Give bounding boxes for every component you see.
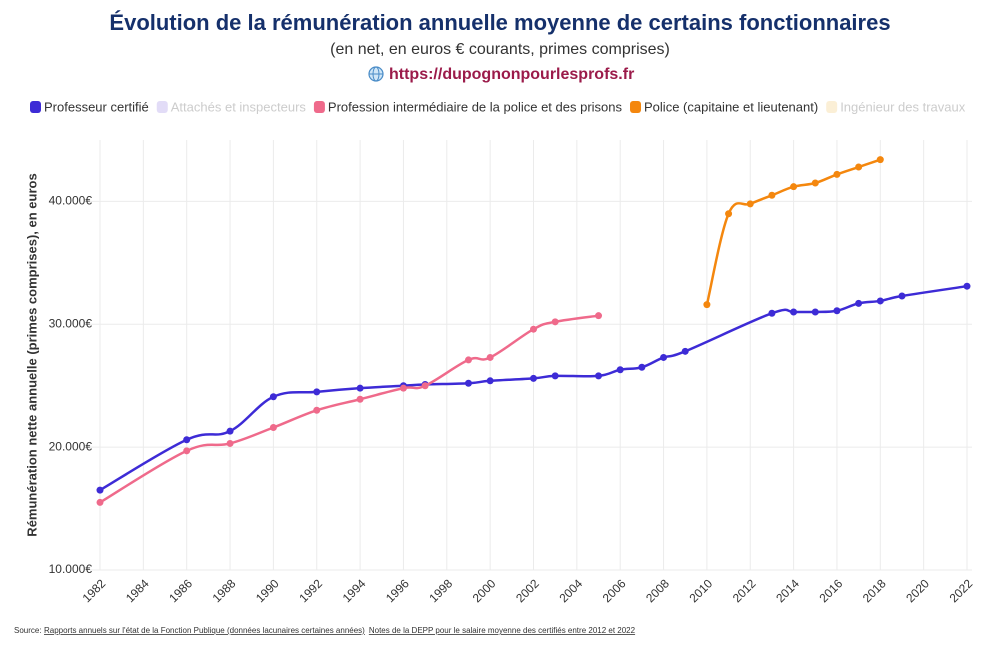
data-point — [464, 379, 472, 387]
legend-label[interactable]: Profession intermédiaire de la police et… — [328, 99, 623, 114]
x-tick-label: 1996 — [383, 576, 412, 605]
data-point — [963, 282, 971, 290]
data-point — [595, 372, 603, 380]
x-tick-label: 1992 — [296, 576, 325, 605]
legend-swatch[interactable] — [826, 101, 838, 113]
data-point — [464, 356, 472, 364]
x-tick-label: 2008 — [643, 576, 672, 605]
source-ref[interactable]: Notes de la DEPP pour le salaire moyenne… — [369, 626, 636, 635]
x-tick-label: 2010 — [686, 576, 715, 605]
data-point — [551, 318, 559, 326]
data-point — [269, 423, 277, 431]
data-point — [681, 347, 689, 355]
x-tick-label: 2000 — [470, 576, 499, 605]
data-point — [790, 183, 798, 191]
data-point — [703, 301, 711, 309]
data-point — [356, 384, 364, 392]
data-point — [660, 353, 668, 361]
x-tick-label: 2020 — [903, 576, 932, 605]
data-point — [855, 163, 863, 171]
x-tick-label: 1994 — [340, 576, 369, 605]
data-point — [638, 363, 646, 371]
data-point — [96, 486, 104, 494]
y-axis-title: Rémunération nette annuelle (primes comp… — [24, 173, 39, 536]
series-line — [99, 314, 599, 504]
legend-label[interactable]: Ingénieur des travaux — [840, 99, 966, 114]
x-tick-label: 1988 — [210, 576, 239, 605]
data-point — [313, 406, 321, 414]
chart-title: Évolution de la rémunération annuelle mo… — [109, 10, 890, 35]
data-point — [768, 191, 776, 199]
x-tick-label: 1998 — [426, 576, 455, 605]
data-point — [96, 498, 104, 506]
data-point — [833, 307, 841, 315]
data-point — [313, 388, 321, 396]
globe-icon — [368, 66, 384, 82]
source-label: Source: — [14, 626, 42, 635]
data-point — [486, 377, 494, 385]
data-point — [811, 179, 819, 187]
data-point — [399, 384, 407, 392]
legend-swatch[interactable] — [156, 101, 168, 113]
data-point — [530, 374, 537, 382]
x-tick-label: 2004 — [556, 576, 585, 605]
data-point — [183, 447, 191, 455]
y-tick-label: 40.000€ — [49, 194, 93, 208]
data-point — [790, 308, 798, 316]
x-tick-label: 2022 — [947, 576, 976, 605]
legend-swatch[interactable] — [30, 101, 41, 113]
data-point — [226, 439, 234, 447]
data-point — [725, 210, 733, 218]
chart-subtitle: (en net, en euros € courants, primes com… — [330, 41, 670, 58]
data-point — [811, 308, 819, 316]
data-point — [876, 297, 884, 305]
data-point — [855, 299, 863, 307]
y-tick-label: 30.000€ — [49, 316, 93, 330]
data-point — [898, 292, 906, 300]
legend-swatch[interactable] — [630, 101, 642, 113]
legend-label[interactable]: Police (capitaine et lieutenant) — [644, 99, 818, 114]
x-tick-label: 2002 — [513, 576, 542, 605]
x-tick-label: 1986 — [166, 576, 195, 605]
x-tick-label: 1990 — [253, 576, 282, 605]
data-point — [486, 353, 494, 361]
data-point — [183, 436, 191, 444]
x-tick-label: 1982 — [80, 576, 109, 605]
data-point — [616, 366, 624, 374]
x-tick-label: 2014 — [773, 576, 802, 605]
legend-label[interactable]: Attachés et inspecteurs — [171, 99, 307, 114]
y-tick-label: 10.000€ — [49, 562, 93, 576]
legend-swatch[interactable] — [313, 101, 325, 113]
data-point — [356, 395, 364, 403]
data-point — [768, 309, 776, 317]
data-point — [876, 156, 884, 164]
data-point — [551, 372, 559, 380]
x-tick-label: 2006 — [600, 576, 629, 605]
data-point — [595, 312, 603, 320]
data-point — [421, 382, 429, 390]
source-ref[interactable]: Rapports annuels sur l'état de la Foncti… — [44, 626, 365, 635]
data-point — [226, 427, 234, 435]
x-tick-label: 1984 — [123, 576, 152, 605]
x-tick-label: 2018 — [860, 576, 889, 605]
y-tick-label: 20.000€ — [49, 439, 93, 453]
source-link[interactable]: https://dupognonpourlesprofs.fr — [389, 66, 634, 83]
data-point — [833, 170, 841, 178]
data-point — [530, 325, 537, 333]
data-point — [269, 393, 277, 401]
data-point — [746, 200, 754, 208]
x-tick-label: 2016 — [817, 576, 846, 605]
legend-label[interactable]: Professeur certifié — [44, 99, 149, 114]
x-tick-label: 2012 — [730, 576, 759, 605]
